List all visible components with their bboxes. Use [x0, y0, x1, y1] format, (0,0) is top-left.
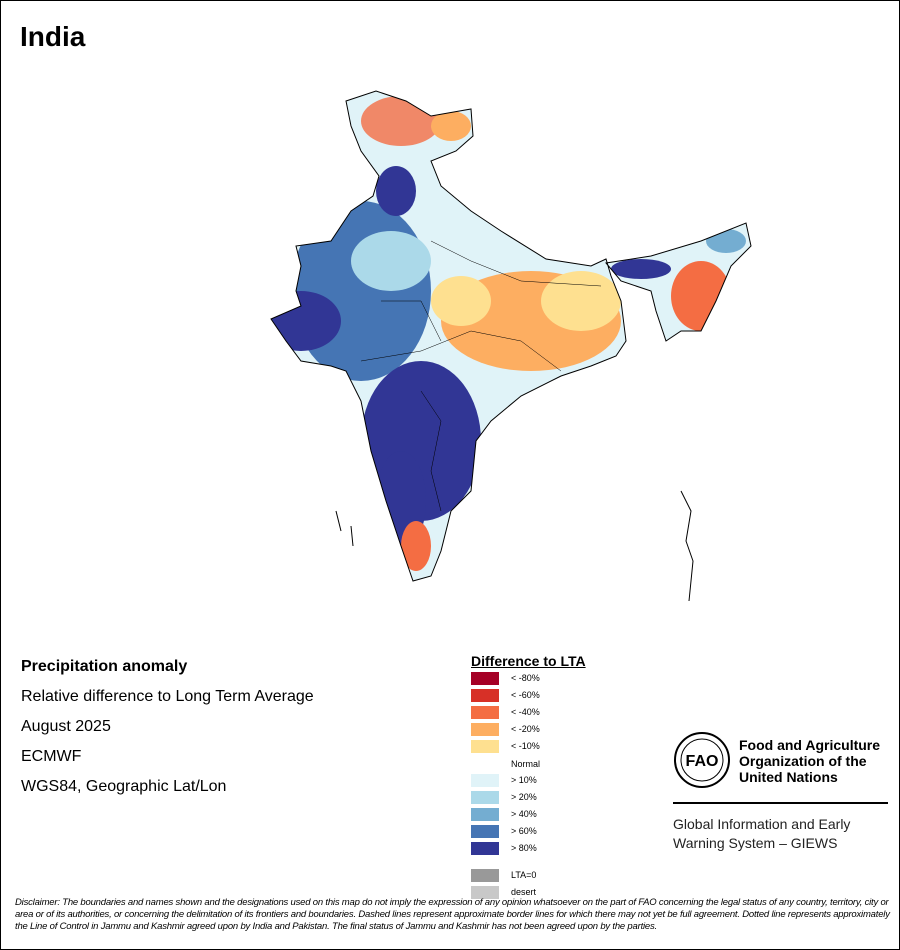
- legend-label: LTA=0: [511, 870, 537, 880]
- legend-swatch: [471, 689, 499, 702]
- legend-swatch: [471, 740, 499, 753]
- legend-label: Normal: [511, 759, 541, 769]
- legend-swatch: [471, 886, 499, 899]
- org-line-2: Organization of the: [739, 753, 867, 769]
- description-label: Relative difference to Long Term Average: [21, 688, 314, 705]
- fao-logo: FAO: [674, 732, 730, 788]
- legend-swatch: [471, 869, 499, 882]
- legend-label: > 10%: [511, 775, 537, 785]
- source-label: ECMWF: [21, 748, 82, 765]
- legend-label: < -40%: [511, 707, 540, 717]
- legend-label: < -60%: [511, 690, 540, 700]
- legend-swatch: [471, 842, 499, 855]
- org-line-1: Food and Agriculture: [739, 737, 881, 753]
- organization-name: Food and Agriculture Organization of the…: [739, 737, 899, 785]
- legend-swatch: [471, 706, 499, 719]
- legend-label: > 80%: [511, 843, 537, 853]
- legend-label: < -20%: [511, 724, 540, 734]
- india-precipitation-map: [270, 90, 752, 602]
- projection-label: WGS84, Geographic Lat/Lon: [21, 778, 227, 795]
- legend-label: > 60%: [511, 826, 537, 836]
- divider: [673, 802, 888, 804]
- legend-label: < -10%: [511, 741, 540, 751]
- variable-label: Precipitation anomaly: [21, 658, 188, 675]
- legend-swatch: [471, 723, 499, 736]
- giews-line-2: Warning System – GIEWS: [673, 835, 838, 851]
- legend-title: Difference to LTA: [471, 653, 586, 669]
- giews-line-1: Global Information and Early: [673, 816, 851, 832]
- legend-swatch: [471, 672, 499, 685]
- legend-label: > 40%: [511, 809, 537, 819]
- legend-swatch: [471, 791, 499, 804]
- svg-text:FAO: FAO: [686, 753, 719, 770]
- org-line-3: United Nations: [739, 769, 838, 785]
- legend-label: < -80%: [511, 673, 540, 683]
- legend-swatch: [471, 808, 499, 821]
- map-title: India: [20, 21, 86, 52]
- legend-label: desert: [511, 887, 537, 897]
- legend-swatch: [471, 774, 499, 787]
- legend-swatch: [471, 825, 499, 838]
- period-label: August 2025: [21, 718, 111, 735]
- disclaimer: Disclaimer: The boundaries and names sho…: [15, 897, 890, 932]
- legend-label: > 20%: [511, 792, 537, 802]
- giews-label: Global Information and Early Warning Sys…: [673, 815, 893, 853]
